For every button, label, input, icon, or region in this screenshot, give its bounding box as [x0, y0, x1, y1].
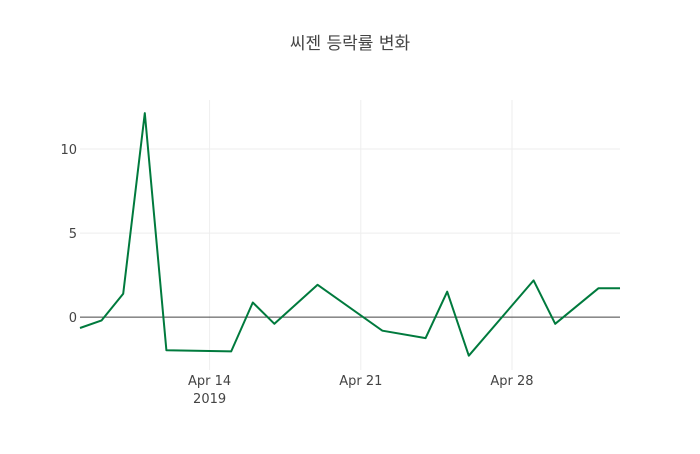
- x-tick-sublabel: 2019: [193, 392, 226, 407]
- x-tick-label: Apr 21: [339, 374, 382, 389]
- y-tick-label: 10: [60, 143, 77, 158]
- x-tick-label: Apr 28: [490, 374, 533, 389]
- y-tick-label: 0: [69, 311, 77, 326]
- y-tick-label: 5: [69, 227, 77, 242]
- chart-title: 씨젠 등락률 변화: [290, 34, 411, 54]
- x-tick-label: Apr 14: [188, 374, 231, 389]
